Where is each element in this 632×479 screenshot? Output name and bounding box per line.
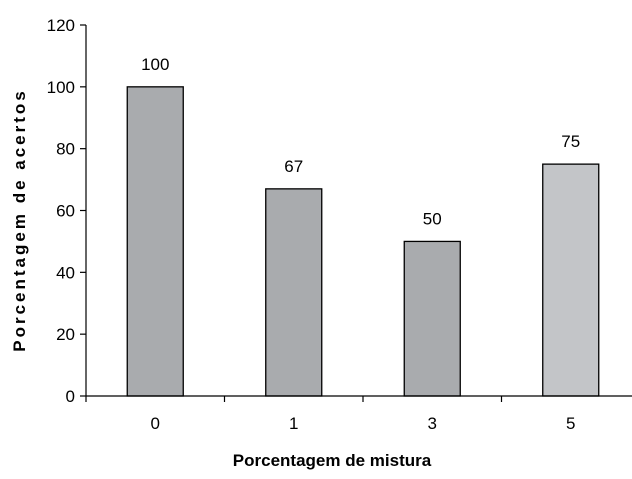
bars-group	[126, 86, 600, 397]
y-tick-label-120: 120	[47, 16, 75, 35]
data-label-1: 67	[284, 157, 303, 176]
y-tick-label-80: 80	[56, 140, 75, 159]
bar-3	[403, 240, 461, 397]
bar-0	[126, 86, 184, 397]
y-tick-label-20: 20	[56, 325, 75, 344]
y-tick-label-0: 0	[66, 387, 75, 406]
data-label-3: 50	[423, 209, 442, 228]
y-tick-label-40: 40	[56, 263, 75, 282]
y-axis-title: Porcentagem de acertos	[10, 88, 29, 351]
y-tick-label-100: 100	[47, 78, 75, 97]
x-tick-label-3: 3	[428, 414, 437, 433]
bar-5	[542, 163, 600, 397]
data-label-0: 100	[141, 55, 169, 74]
bar-1	[265, 188, 323, 397]
x-axis-title: Porcentagem de mistura	[233, 451, 432, 470]
data-label-5: 75	[561, 132, 580, 151]
y-tick-label-60: 60	[56, 202, 75, 221]
axes-group	[80, 24, 632, 402]
x-tick-label-1: 1	[289, 414, 298, 433]
x-tick-label-5: 5	[566, 414, 575, 433]
x-tick-label-0: 0	[151, 414, 160, 433]
